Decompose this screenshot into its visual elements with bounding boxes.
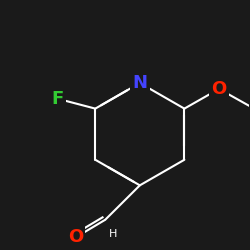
Text: F: F (52, 90, 64, 108)
Text: H: H (109, 228, 117, 238)
Text: O: O (68, 228, 83, 246)
Text: O: O (211, 80, 226, 98)
Text: N: N (132, 74, 147, 92)
